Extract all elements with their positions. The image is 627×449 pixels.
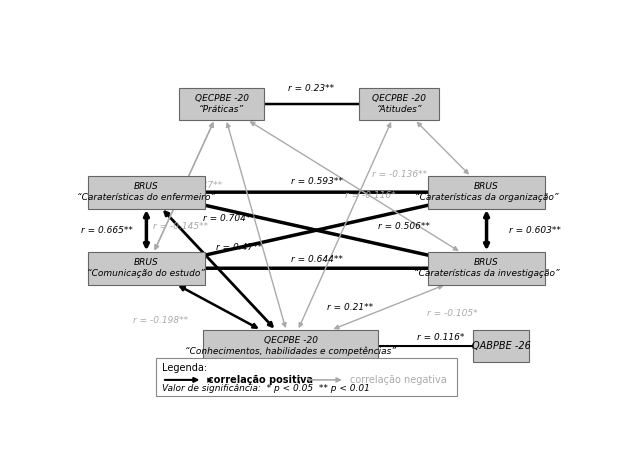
Text: QABPBE -26: QABPBE -26: [472, 341, 530, 351]
FancyArrowPatch shape: [418, 123, 468, 174]
FancyArrowPatch shape: [155, 123, 213, 249]
Text: r = -0.136**: r = -0.136**: [372, 170, 426, 180]
FancyArrowPatch shape: [144, 214, 149, 247]
FancyArrowPatch shape: [299, 123, 391, 327]
Text: QECPBE -20
“Atitudes”: QECPBE -20 “Atitudes”: [372, 94, 426, 114]
FancyBboxPatch shape: [359, 88, 439, 120]
FancyArrowPatch shape: [193, 202, 440, 259]
FancyArrowPatch shape: [194, 266, 440, 270]
Text: r = 0.116*: r = 0.116*: [417, 333, 464, 342]
FancyBboxPatch shape: [473, 330, 529, 362]
Text: r = 0.47**: r = 0.47**: [216, 243, 262, 252]
Text: Valor de significância:  * p < 0.05  ** p < 0.01: Valor de significância: * p < 0.05 ** p …: [162, 384, 370, 393]
Text: r = 0.23**: r = 0.23**: [288, 84, 334, 93]
FancyArrowPatch shape: [194, 190, 440, 194]
FancyArrowPatch shape: [181, 286, 256, 328]
FancyArrowPatch shape: [165, 212, 272, 326]
Text: r = 0.665**: r = 0.665**: [81, 226, 132, 235]
FancyArrowPatch shape: [155, 123, 213, 249]
FancyBboxPatch shape: [428, 252, 545, 285]
Text: r = 0.704**: r = 0.704**: [203, 214, 255, 223]
FancyArrowPatch shape: [226, 123, 286, 327]
FancyBboxPatch shape: [203, 330, 378, 362]
Text: BRUS
“Caraterísticas do enfermeiro”: BRUS “Caraterísticas do enfermeiro”: [77, 182, 216, 202]
FancyArrowPatch shape: [357, 344, 477, 348]
Text: QECPBE -20
“Práticas”: QECPBE -20 “Práticas”: [195, 94, 249, 114]
FancyBboxPatch shape: [88, 176, 204, 209]
FancyBboxPatch shape: [428, 176, 545, 209]
FancyArrowPatch shape: [251, 122, 458, 250]
Text: r = -0.138**: r = -0.138**: [450, 181, 504, 190]
Text: correlação positiva: correlação positiva: [208, 375, 313, 385]
Text: correlação negativa: correlação negativa: [350, 375, 447, 385]
Text: r = -0.116*: r = -0.116*: [345, 191, 395, 200]
FancyArrowPatch shape: [193, 202, 440, 259]
Text: r = -0.147**: r = -0.147**: [167, 181, 223, 190]
Text: ▶: ▶: [204, 377, 214, 383]
FancyArrowPatch shape: [256, 102, 366, 106]
Text: r = 0.644**: r = 0.644**: [290, 255, 342, 264]
Text: Legenda:: Legenda:: [162, 363, 207, 373]
Text: ;: ;: [297, 375, 300, 385]
Text: BRUS
“Comunicação do estudo”: BRUS “Comunicação do estudo”: [87, 258, 206, 278]
FancyBboxPatch shape: [88, 252, 204, 285]
Text: QECPBE -20
“Conhecimentos, habilidades e competências”: QECPBE -20 “Conhecimentos, habilidades e…: [185, 336, 396, 357]
FancyArrowPatch shape: [335, 286, 443, 329]
Text: r = 0.21**: r = 0.21**: [327, 304, 374, 313]
FancyArrowPatch shape: [485, 214, 488, 247]
FancyBboxPatch shape: [156, 358, 458, 396]
Text: r = -0.198**: r = -0.198**: [134, 316, 189, 325]
Text: r = 0.593**: r = 0.593**: [290, 177, 342, 186]
Text: r = -0.145**: r = -0.145**: [153, 222, 208, 231]
Text: BRUS
“Caraterísticas da organização”: BRUS “Caraterísticas da organização”: [415, 182, 558, 202]
FancyBboxPatch shape: [179, 88, 264, 120]
Text: BRUS
“Caraterísticas da investigação”: BRUS “Caraterísticas da investigação”: [414, 258, 559, 278]
Text: r = 0.506**: r = 0.506**: [378, 222, 430, 231]
Text: r = 0.603**: r = 0.603**: [509, 226, 561, 235]
Text: r = -0.105*: r = -0.105*: [427, 308, 478, 318]
